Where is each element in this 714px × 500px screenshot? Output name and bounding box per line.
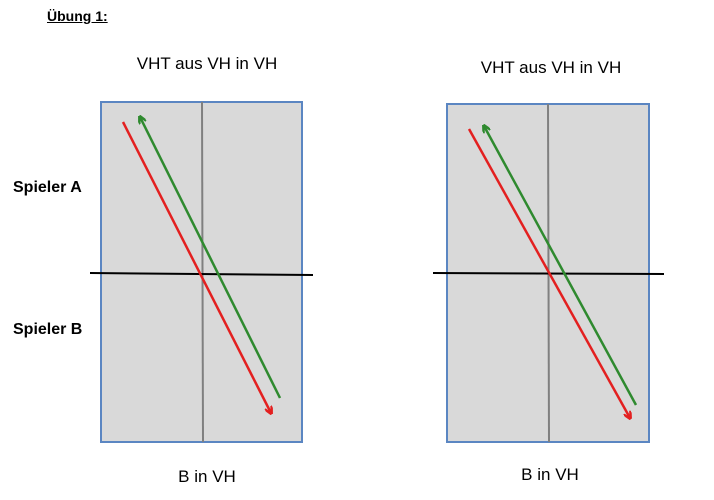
exercise-title: Übung 1:	[47, 8, 108, 24]
return-arrow	[121, 121, 271, 413]
panel-2-heading: VHT aus VH in VH	[480, 58, 622, 77]
play-arrow	[140, 117, 282, 399]
panel-1-footer: B in VH	[178, 467, 236, 486]
return-arrow	[467, 128, 630, 418]
play-arrow	[484, 126, 638, 406]
panel-2-court	[432, 103, 665, 443]
panel-1-court	[89, 101, 314, 443]
panel-1-heading: VHT aus VH in VH	[136, 54, 278, 73]
player-b-label: Spieler B	[13, 321, 83, 338]
center-line	[201, 101, 204, 443]
panel-2-footer: B in VH	[521, 465, 579, 484]
player-a-label: Spieler A	[13, 179, 82, 196]
